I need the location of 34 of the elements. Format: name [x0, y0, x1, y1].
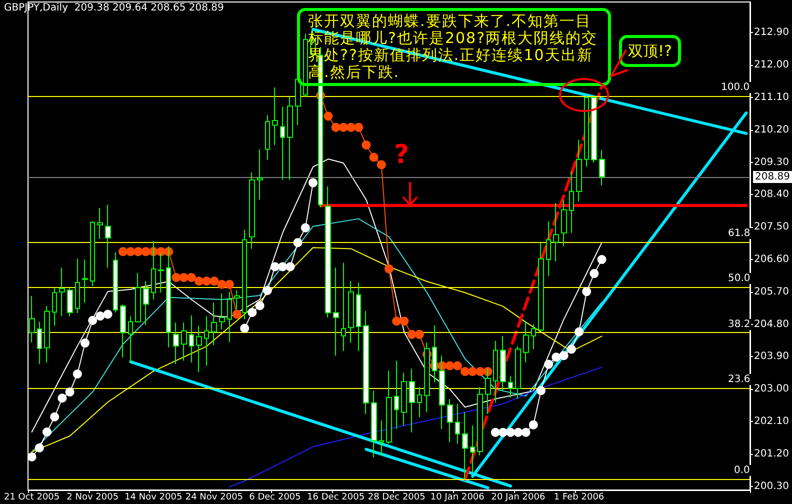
y-tick-label: 212.90 [754, 27, 790, 38]
x-tick-label: 6 Dec 2005 [249, 492, 301, 502]
annotation: 100.0 [720, 82, 751, 93]
y-tick-label: 203.90 [754, 351, 790, 362]
annotation: 38.2 [727, 318, 752, 330]
x-tick-label: 28 Dec 2005 [368, 492, 426, 502]
y-tick-label: 211.10 [754, 92, 790, 103]
y-tick-label: 212.00 [754, 60, 790, 71]
x-tick-label: 14 Nov 2005 [124, 492, 182, 502]
y-tick-label: 202.10 [754, 416, 790, 428]
annotation: 61.8 [727, 228, 752, 240]
annotation: 双顶!? [619, 35, 681, 67]
annotation: 0.0 [733, 464, 751, 476]
x-tick-label: 16 Dec 2005 [307, 492, 365, 502]
y-tick-label: 209.30 [754, 156, 790, 168]
y-tick-label: 207.50 [754, 222, 790, 233]
annotation: 23.6 [727, 374, 752, 386]
y-tick-label: 210.20 [754, 124, 790, 136]
ref-line-label: 208.89 [755, 172, 790, 183]
y-tick-label: 205.70 [754, 286, 790, 298]
x-tick-label: 24 Nov 2005 [185, 492, 244, 502]
y-tick-label: 208.40 [754, 189, 790, 200]
x-tick-label: 20 Jan 2006 [491, 492, 546, 502]
y-tick-label: 204.80 [754, 318, 790, 330]
y-tick-label: 201.20 [754, 448, 790, 460]
y-tick-label: 203.00 [754, 384, 790, 395]
annotation: 50.0 [727, 273, 752, 284]
x-tick-label: 10 Jan 2006 [430, 492, 485, 502]
annotation: ? [394, 140, 410, 170]
x-tick-label: 21 Oct 2005 [4, 492, 60, 502]
y-tick-label: 206.60 [754, 254, 790, 266]
x-tick-label: 2 Nov 2005 [66, 492, 119, 502]
y-tick-label: 200.30 [754, 480, 790, 492]
x-tick-label: 1 Feb 2006 [554, 492, 604, 502]
